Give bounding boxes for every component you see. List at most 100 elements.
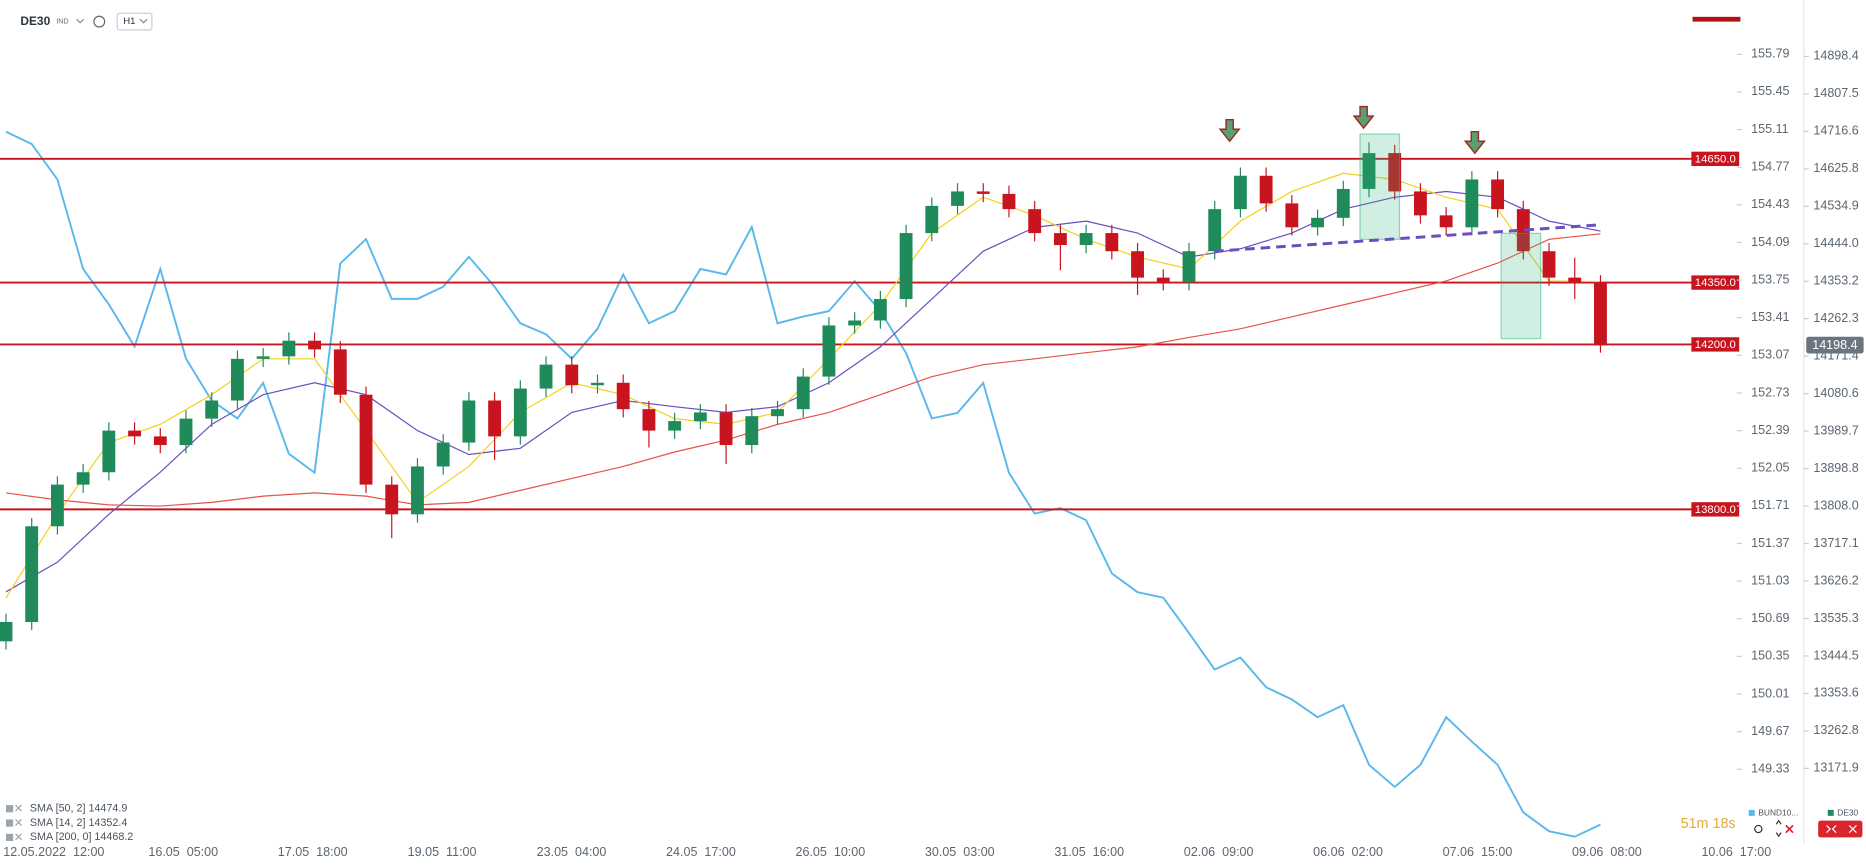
y-tick-label: 14716.6	[1813, 124, 1858, 138]
y-tick-label: 13808.0	[1813, 498, 1858, 512]
x-tick-label: 31.05 16:00	[1054, 845, 1124, 859]
remove-button[interactable]	[1818, 820, 1863, 838]
y-tick-label: 13989.7	[1813, 423, 1858, 437]
candle-body	[179, 418, 193, 446]
candle-body	[1542, 251, 1556, 278]
highlight-box	[1500, 232, 1542, 340]
legend-label: SMA [200, 0] 14468.2	[30, 831, 133, 843]
y2-tick-label: 154.43	[1751, 197, 1789, 211]
y2-tick-label: 155.45	[1751, 84, 1789, 98]
eye-icon[interactable]	[1754, 824, 1763, 834]
candle-body	[822, 325, 836, 377]
candle-body	[1079, 233, 1093, 246]
plot-area: 14650.0 14350.0 14200.0 13800.0	[0, 130, 1740, 838]
x-tick-label: 23.05 04:00	[537, 845, 607, 859]
y-tick-label: 14534.9	[1813, 199, 1858, 213]
candle-body	[668, 421, 682, 431]
y2-tick-label: 155.79	[1751, 47, 1789, 61]
y2-tick-label: 152.39	[1751, 423, 1789, 437]
x-tick-label: 16.05 05:00	[148, 845, 218, 859]
candle-body	[488, 400, 502, 437]
legend-icon	[5, 805, 14, 813]
x-tick-label: 30.05 03:00	[925, 845, 995, 859]
candle-body	[745, 416, 759, 446]
candle-body	[205, 400, 219, 419]
y-tick-label: 13444.5	[1813, 648, 1858, 662]
y2-tick-label: 153.75	[1751, 272, 1789, 286]
candle-body	[848, 320, 862, 326]
x-tick-label: 10.06 17:00	[1701, 845, 1771, 859]
candle-body	[1259, 175, 1273, 204]
candle-body	[462, 400, 476, 443]
candle-body	[153, 436, 167, 446]
candle-body	[771, 409, 784, 417]
candle-body	[1336, 188, 1350, 218]
series-line	[5, 233, 1601, 507]
candle-body	[1233, 175, 1247, 210]
price-tag	[1806, 336, 1864, 354]
legend-swatch	[1827, 809, 1834, 816]
dropdown-icon[interactable]	[76, 18, 85, 24]
legend-label: SMA [50, 2] 14474.9	[30, 803, 127, 815]
interval: H1	[123, 16, 135, 27]
candle-body	[1208, 209, 1222, 252]
candle-body	[1516, 209, 1530, 252]
market: IND	[56, 18, 68, 26]
candle-body	[1053, 233, 1067, 246]
candle-body	[25, 526, 39, 622]
close-icon[interactable]	[1785, 824, 1794, 834]
button-icon	[1826, 825, 1857, 834]
y-tick-label: 13353.6	[1813, 686, 1858, 700]
candle-body	[308, 340, 322, 350]
candle-body	[1182, 251, 1196, 283]
candle-body	[1028, 209, 1042, 234]
x-tick-label: 09.06 08:00	[1572, 845, 1642, 859]
x-tick-label: 19.05 11:00	[408, 845, 477, 859]
arrow	[1352, 105, 1375, 130]
candle-body	[231, 358, 244, 401]
candle-body	[436, 442, 450, 467]
candle-body	[1568, 277, 1582, 284]
candle-body	[513, 388, 527, 437]
level-tag	[1691, 502, 1740, 517]
candle-body	[102, 430, 116, 473]
legend-label: SMA [14, 2] 14352.4	[30, 817, 127, 829]
highlight-box	[1359, 133, 1401, 240]
y-tick-label: 13717.1	[1813, 536, 1858, 550]
y-tick-label: 14353.2	[1813, 274, 1858, 288]
candle-body	[1002, 193, 1016, 210]
y2-tick-label: 154.77	[1751, 160, 1789, 174]
level-tag	[1691, 337, 1740, 352]
x-tick-label: 02.06 09:00	[1184, 845, 1254, 859]
y2-tick-label: 154.09	[1751, 235, 1789, 249]
candle-body	[1594, 283, 1607, 346]
y2-tick-label: 149.33	[1751, 762, 1789, 776]
y-tick-label: 13898.8	[1813, 461, 1858, 475]
sort-icon[interactable]	[1775, 819, 1782, 838]
x-tick-label: 06.06 02:00	[1313, 845, 1383, 859]
y2-tick-label: 155.11	[1751, 122, 1788, 136]
level-label: 13800.0	[1695, 504, 1736, 516]
candle-body	[1156, 277, 1170, 283]
candle-body	[1362, 153, 1376, 189]
candle-body	[1285, 203, 1299, 228]
y2-tick-label: 153.07	[1751, 348, 1789, 362]
candle-body	[539, 364, 553, 389]
y2-tick-label: 152.73	[1751, 385, 1789, 399]
interval-box[interactable]	[116, 12, 153, 31]
legend-swatch	[1748, 809, 1755, 816]
info-icon[interactable]	[93, 15, 106, 28]
legend-label: BUND10...	[1758, 808, 1798, 818]
candle-body	[128, 430, 141, 437]
candle-body	[76, 472, 90, 485]
candle-body	[411, 466, 424, 515]
candle-body	[1388, 153, 1402, 192]
candle-body	[591, 382, 604, 386]
level-tag	[1691, 275, 1740, 290]
candle-body	[642, 409, 656, 431]
price-tag-label: 14198.4	[1812, 338, 1857, 352]
symbol[interactable]: DE30	[20, 14, 50, 28]
legend-icon	[15, 833, 22, 841]
arrows	[1218, 105, 1486, 155]
candle-body	[1105, 233, 1119, 252]
